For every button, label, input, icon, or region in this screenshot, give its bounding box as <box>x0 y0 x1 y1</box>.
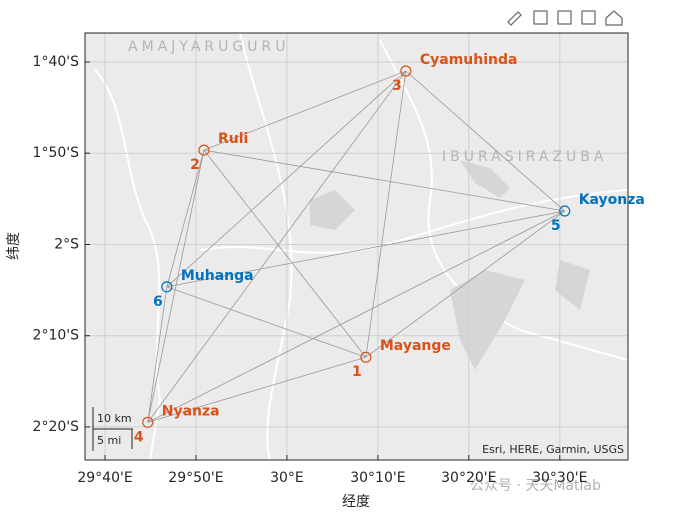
region-label: IBURASIRAZUBA <box>442 149 608 165</box>
y-tick-label: 2°S <box>54 236 79 252</box>
edge <box>166 210 565 288</box>
city-marker <box>360 351 372 363</box>
y-tick-label: 2°20'S <box>33 419 80 435</box>
scale-bar <box>92 407 133 451</box>
x-tick-label: 30°20'E <box>441 470 496 486</box>
data-tip-icon[interactable] <box>533 10 548 25</box>
city-number: 4 <box>134 429 144 445</box>
x-tick-label: 29°50'E <box>168 470 223 486</box>
axes-box <box>84 32 629 461</box>
city-number: 6 <box>153 294 163 310</box>
y-tick-label: 1°50'S <box>33 145 80 161</box>
edge <box>365 210 565 358</box>
city-marker <box>198 144 210 156</box>
city-name: Kayonza <box>579 192 645 208</box>
city-name: Muhanga <box>181 268 254 284</box>
toolbar[interactable] <box>507 10 623 26</box>
edge <box>147 150 205 423</box>
y-axis-label: 纬度 <box>6 232 22 260</box>
city-number: 1 <box>352 364 362 380</box>
scale-label: 5 mi <box>97 434 121 447</box>
scale-label: 10 km <box>97 412 132 425</box>
y-tick-label: 2°10'S <box>33 328 80 344</box>
edge <box>405 70 565 212</box>
edge <box>166 149 205 287</box>
city-marker <box>559 205 571 217</box>
city-marker <box>142 416 154 428</box>
x-tick-label: 30°E <box>270 470 304 486</box>
city-marker <box>161 281 173 293</box>
watermark: 公众号 · 天天Matlab <box>470 478 601 494</box>
basemap <box>85 33 628 460</box>
zoom-in-icon[interactable] <box>557 10 572 25</box>
zoom-out-icon[interactable] <box>581 10 596 25</box>
city-name: Cyamuhinda <box>420 52 518 68</box>
x-axis-label: 经度 <box>342 494 370 510</box>
edge <box>203 70 407 151</box>
city-name: Mayange <box>380 338 451 354</box>
attribution: Esri, HERE, Garmin, USGS <box>482 443 624 456</box>
edge <box>203 149 367 358</box>
grid <box>85 33 628 460</box>
edge <box>166 70 407 288</box>
x-tick-label: 30°30'E <box>532 470 587 486</box>
home-icon[interactable] <box>605 10 623 26</box>
edge <box>147 356 367 423</box>
edge <box>365 70 407 358</box>
edge <box>147 70 407 423</box>
y-tick-label: 1°40'S <box>33 54 80 70</box>
city-name: Ruli <box>218 131 248 147</box>
city-number: 5 <box>551 218 561 234</box>
x-tick-label: 29°40'E <box>77 470 132 486</box>
edge <box>203 149 565 212</box>
city-number: 2 <box>190 157 200 173</box>
brush-icon[interactable] <box>507 11 522 26</box>
edge <box>147 286 168 423</box>
edge <box>147 210 565 423</box>
city-number: 3 <box>392 78 402 94</box>
city-name: Nyanza <box>162 403 220 419</box>
region-label: AMAJYARUGURU <box>128 39 289 55</box>
city-marker <box>400 65 412 77</box>
edge <box>166 286 367 358</box>
x-tick-label: 30°10'E <box>350 470 405 486</box>
